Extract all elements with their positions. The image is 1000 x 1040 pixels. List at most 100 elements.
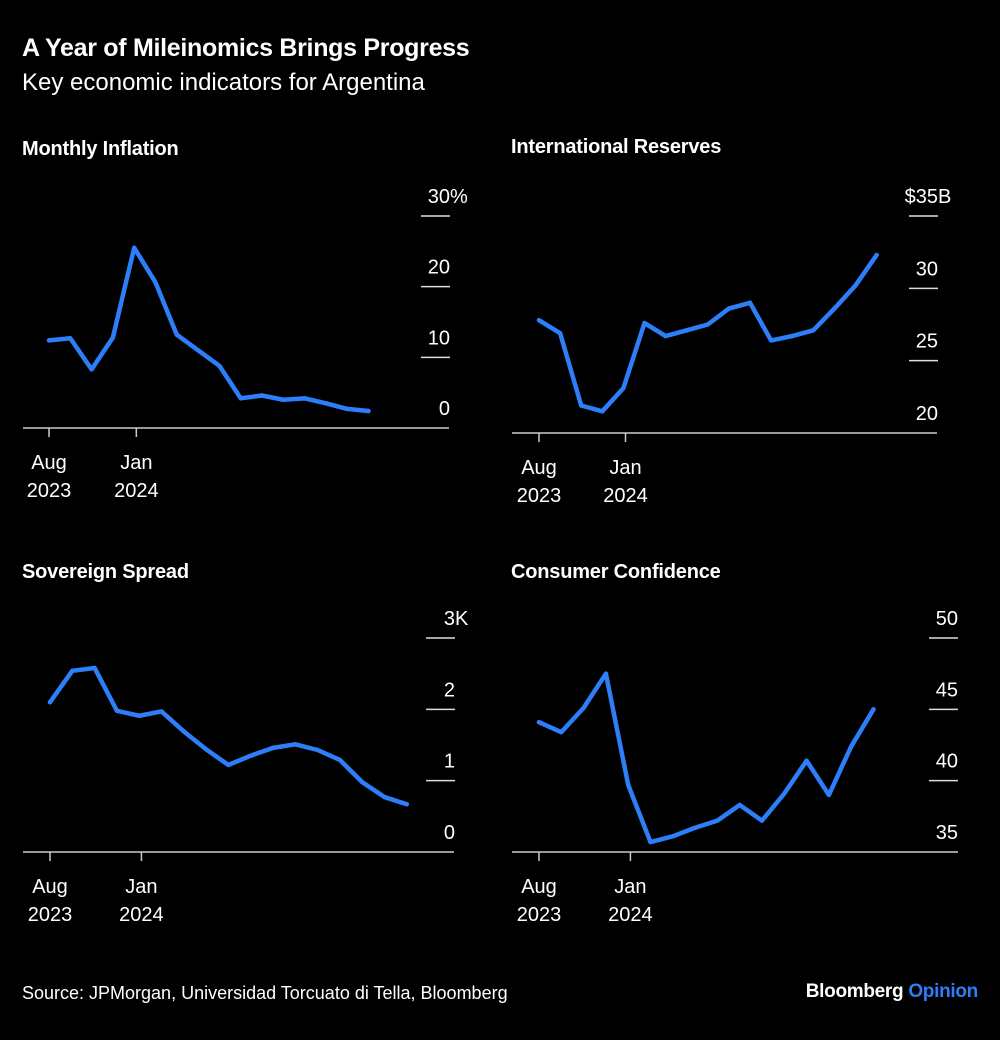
x-tick-label: Jan (125, 876, 157, 898)
data-point (726, 306, 732, 311)
data-point (366, 408, 371, 414)
data-point (559, 729, 564, 735)
data-point (692, 825, 698, 830)
data-point (705, 322, 710, 327)
x-tick-label: 2024 (608, 904, 653, 926)
chart-panel-2: 0 1 2 3 K Aug 2023 Jan 2024 (23, 608, 469, 926)
data-point (663, 333, 668, 339)
data-point (626, 782, 631, 788)
y-tick-label: 25 (916, 331, 938, 353)
data-point (804, 758, 809, 763)
panel-title-international-reserves: International Reserves (511, 136, 722, 158)
x-tick-label: Jan (120, 452, 152, 474)
source-note: Source: JPMorgan, Universidad Torcuato d… (22, 983, 508, 1003)
panel-title-monthly-inflation: Monthly Inflation (22, 138, 179, 160)
logo-main: Bloomberg (805, 981, 904, 1002)
data-point (382, 794, 387, 800)
series-line (536, 252, 879, 414)
x-tick-label: 2023 (517, 485, 562, 507)
data-point (248, 753, 253, 758)
data-point (642, 320, 647, 326)
data-point (600, 409, 605, 414)
series-line (46, 245, 371, 414)
data-point (315, 747, 320, 753)
data-point (871, 707, 876, 712)
data-point (345, 406, 350, 412)
data-point (68, 336, 73, 341)
y-tick-unit: B (938, 186, 951, 208)
data-point (259, 393, 265, 398)
data-point (47, 700, 53, 705)
data-point (270, 745, 276, 751)
data-point (153, 280, 158, 285)
data-point (92, 665, 97, 671)
data-point (782, 791, 787, 796)
panel-title-consumer-confidence: Consumer Confidence (511, 561, 721, 583)
y-tick-label: 50 (936, 608, 958, 630)
data-point (536, 317, 542, 323)
data-point (670, 834, 675, 839)
chart-subtitle: Key economic indicators for Argentina (22, 69, 425, 96)
x-tick-label: Aug (32, 876, 68, 898)
data-point (226, 762, 231, 768)
logo-accent: Opinion (908, 981, 978, 1002)
y-tick-label: 3 (444, 608, 455, 630)
data-point (293, 742, 298, 747)
data-point (195, 348, 201, 353)
data-point (621, 385, 626, 391)
y-tick-label: 1 (444, 751, 455, 773)
data-point (849, 744, 854, 749)
data-point (217, 363, 222, 369)
series-line (536, 671, 876, 845)
data-point (323, 401, 329, 406)
data-point (811, 328, 816, 333)
data-point (737, 802, 742, 808)
y-tick-label: 0 (444, 822, 455, 844)
x-tick-label: Jan (609, 457, 641, 479)
data-point (826, 792, 832, 798)
data-point (70, 668, 75, 674)
x-tick-label: 2024 (603, 485, 648, 507)
data-point (684, 328, 689, 333)
data-point (768, 338, 774, 343)
data-point (853, 283, 858, 288)
data-point (46, 338, 52, 343)
chart-title: A Year of Mileinomics Brings Progress (22, 34, 470, 62)
x-tick-label: Jan (614, 876, 646, 898)
data-point (174, 332, 179, 337)
data-point (360, 779, 365, 785)
data-point (648, 839, 653, 845)
x-tick-label: 2023 (517, 904, 562, 926)
series-line (47, 665, 410, 807)
y-tick-label: 2 (444, 679, 455, 701)
y-tick-unit: % (450, 186, 468, 208)
data-point (790, 333, 795, 339)
chart-panel-3: 35 40 45 50 Aug 2023 Jan 2024 (512, 608, 958, 926)
data-point (557, 330, 563, 336)
x-tick-label: 2023 (27, 480, 72, 502)
data-point (110, 335, 116, 340)
y-tick-label: 10 (428, 327, 450, 349)
x-tick-label: 2024 (119, 904, 164, 926)
y-tick-label: $35 (905, 186, 938, 208)
data-point (832, 306, 837, 311)
data-point (302, 396, 307, 401)
y-tick-label: 20 (916, 403, 938, 425)
data-point (114, 708, 120, 713)
x-tick-label: 2023 (28, 904, 73, 926)
x-tick-label: Aug (31, 452, 67, 474)
y-tick-label: 45 (936, 679, 958, 701)
y-tick-label: 0 (439, 398, 450, 420)
data-point (159, 709, 164, 714)
x-tick-label: 2024 (114, 480, 159, 502)
data-point (337, 757, 343, 763)
chart-panel-0: 0 10 20 30 % Aug 2023 Jan 2024 (23, 186, 468, 502)
data-point (874, 252, 879, 258)
data-point (579, 403, 584, 408)
data-point (581, 705, 586, 711)
data-point (181, 729, 186, 734)
panel-title-sovereign-spread: Sovereign Spread (22, 561, 189, 583)
data-point (759, 818, 765, 823)
data-point (89, 367, 94, 372)
